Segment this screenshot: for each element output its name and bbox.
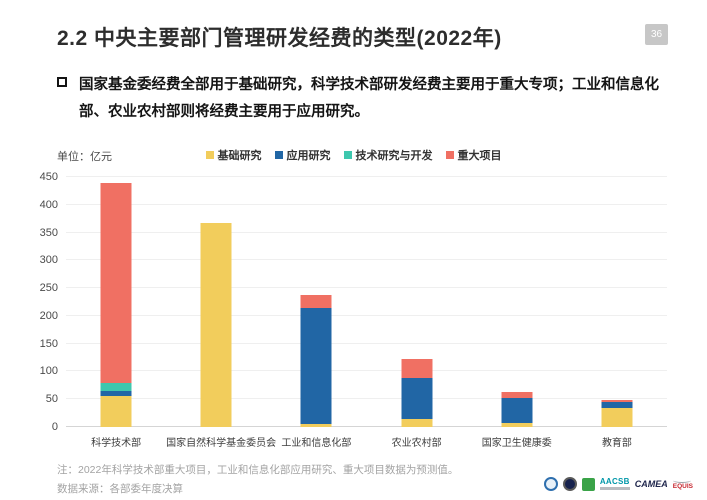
- bar-segment-应用研究: [100, 391, 132, 397]
- bar-segment-基础研究: [100, 396, 132, 427]
- bar-column-1: 科学技术部: [66, 177, 166, 449]
- bar-segment-基础研究: [200, 223, 232, 427]
- slide-title: 2.2 中央主要部门管理研发经费的类型(2022年): [57, 27, 502, 50]
- legend-item-应用研究: 应用研究: [274, 147, 331, 163]
- bar-stack-3: [300, 295, 332, 427]
- bar-column-5: 国家卫生健康委: [467, 177, 567, 449]
- legend-swatch-icon: [343, 151, 352, 159]
- gridline-100: [66, 370, 667, 372]
- bar-column-2: 国家自然科学基金委员会: [166, 177, 276, 449]
- bar-stack-6: [601, 400, 633, 427]
- bar-segment-应用研究: [401, 377, 433, 419]
- ytick-label-450: 450: [39, 171, 58, 183]
- bar-stack-4: [401, 358, 433, 427]
- bar-stack-2: [200, 223, 232, 427]
- ytick-label-200: 200: [39, 309, 58, 322]
- school-emblem-icon: [562, 477, 577, 491]
- footnote-line-2: 数据来源：各部委年度决算: [57, 482, 183, 495]
- bar-column-4: 农业农村部: [367, 177, 467, 449]
- footnote: 注：2022年科学技术部重大项目，工业和信息化部应用研究、重大项目数据为预测值。…: [57, 461, 458, 499]
- legend-label: 重大项目: [457, 150, 502, 162]
- camea-logo: CAMEA: [634, 478, 668, 489]
- ytick-label-300: 300: [39, 254, 58, 267]
- gridline-300: [66, 259, 667, 261]
- footnote-line-1: 注：2022年科学技术部重大项目，工业和信息化部应用研究、重大项目数据为预测值。: [57, 464, 459, 476]
- bar-segment-应用研究: [501, 398, 533, 424]
- aacsb-logo: AACSB: [599, 478, 630, 490]
- gridline-350: [66, 231, 667, 233]
- stacked-bar-chart: 0 50 100 150 200 250 300 350 400 450 科学技术部 国家自然科学基…: [40, 171, 667, 449]
- ytick-label-350: 350: [39, 226, 58, 239]
- accreditation-logos: AACSB CAMEA EQUIS: [543, 477, 693, 491]
- ytick-label-400: 400: [39, 198, 58, 211]
- page-number-badge: 36: [645, 24, 668, 45]
- green-logo-icon: [581, 477, 595, 491]
- bar-segment-基础研究: [401, 418, 433, 427]
- ytick-label-150: 150: [39, 337, 58, 350]
- category-label-2: 国家自然科学基金委员会: [166, 438, 277, 449]
- bar-segment-重大项目: [601, 400, 633, 403]
- ytick-label-50: 50: [45, 393, 58, 406]
- chart-bars: 科学技术部 国家自然科学基金委员会 工业和信息化部 农业农村部 国家卫生健康委 教育部: [66, 177, 667, 449]
- gridline-0: [66, 426, 667, 427]
- legend-item-技术研究与开发: 技术研究与开发: [343, 147, 433, 163]
- bar-stack-5: [501, 392, 533, 427]
- legend-swatch-icon: [205, 151, 214, 159]
- bar-segment-基础研究: [601, 407, 633, 427]
- ytick-label-100: 100: [39, 365, 58, 378]
- bar-segment-重大项目: [100, 182, 132, 383]
- bar-segment-基础研究: [501, 423, 533, 427]
- bar-stack-1: [100, 182, 132, 427]
- gridline-50: [66, 398, 667, 400]
- gridline-250: [66, 287, 667, 289]
- bar-segment-技术研究与开发: [100, 382, 132, 392]
- gridline-400: [66, 203, 667, 205]
- legend-swatch-icon: [445, 151, 454, 159]
- unit-label: 单位：亿元: [57, 151, 112, 163]
- bar-segment-应用研究: [300, 307, 332, 425]
- category-label-3: 工业和信息化部: [281, 438, 352, 449]
- legend-swatch-icon: [274, 151, 283, 159]
- bar-segment-重大项目: [300, 295, 332, 308]
- bar-segment-应用研究: [601, 402, 633, 408]
- bullet-row: 国家基金委经费全部用于基础研究，科学技术部研发经费主要用于重大专项；工业和信息化…: [57, 72, 663, 126]
- gridline-200: [66, 314, 667, 316]
- bar-segment-基础研究: [300, 424, 332, 427]
- bar-column-3: 工业和信息化部: [266, 177, 366, 449]
- category-label-4: 农业农村部: [391, 438, 442, 449]
- bullet-text: 国家基金委经费全部用于基础研究，科学技术部研发经费主要用于重大专项；工业和信息化…: [79, 77, 659, 120]
- gridline-150: [66, 342, 667, 344]
- bullet-square-icon: [57, 77, 67, 87]
- category-label-6: 教育部: [601, 438, 632, 449]
- ytick-label-250: 250: [39, 282, 58, 295]
- category-label-5: 国家卫生健康委: [481, 438, 552, 449]
- category-label-1: 科学技术部: [91, 438, 142, 449]
- equis-swoosh-icon: [672, 478, 691, 483]
- page-number: 36: [650, 29, 663, 40]
- bar-column-6: 教育部: [567, 177, 667, 449]
- legend-item-基础研究: 基础研究: [205, 147, 262, 163]
- ytick-label-0: 0: [51, 421, 58, 433]
- gridline-450: [66, 176, 667, 177]
- bar-segment-重大项目: [501, 392, 533, 399]
- legend-label: 技术研究与开发: [355, 150, 433, 162]
- legend-item-重大项目: 重大项目: [445, 147, 502, 163]
- bar-segment-重大项目: [401, 358, 433, 378]
- university-seal-icon: [543, 477, 558, 491]
- legend-label: 应用研究: [286, 150, 331, 162]
- equis-logo: EQUIS: [672, 478, 693, 491]
- legend-label: 基础研究: [217, 150, 262, 162]
